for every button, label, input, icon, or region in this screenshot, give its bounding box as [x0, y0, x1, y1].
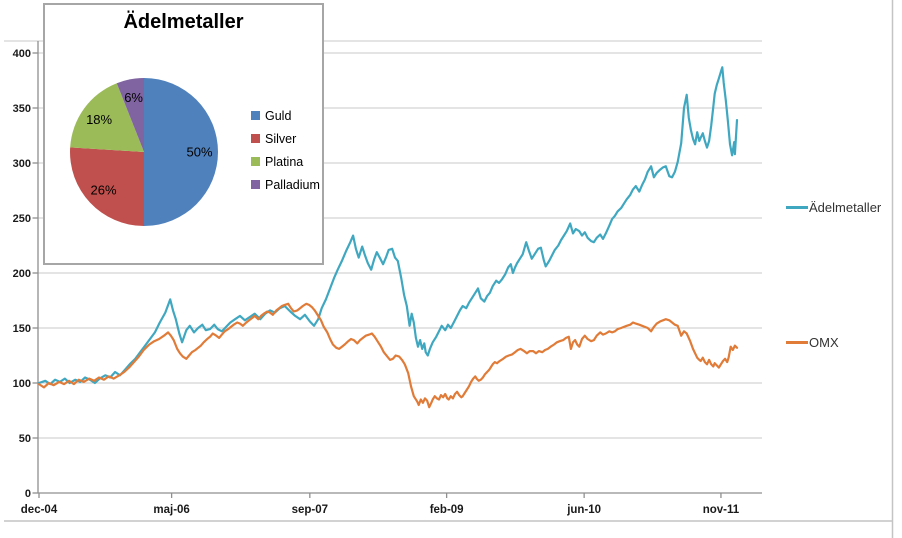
- pie-inset-panel: Ädelmetaller 50% 26% 18% 6% Guld Silver Plati…: [43, 3, 324, 265]
- pie-slice-guld: [144, 78, 218, 226]
- x-axis: dec-04 maj-06 sep-07 feb-09 jun-10 nov-11: [21, 492, 762, 516]
- legend-item-guld: Guld: [251, 104, 320, 127]
- pie-title: Ädelmetaller: [123, 11, 244, 33]
- y-axis-tick-label: 50: [19, 433, 31, 445]
- pie-slice-silver: [70, 147, 144, 226]
- legend-label-palladium: Palladium: [265, 177, 320, 192]
- legend-label-guld: Guld: [265, 108, 292, 123]
- legend-swatch-silver: [251, 134, 260, 143]
- adelmetaller-line-swatch: [786, 206, 808, 209]
- y-axis-tick-label: 300: [13, 158, 31, 170]
- legend-label-silver: Silver: [265, 131, 297, 146]
- legend-label-platina: Platina: [265, 154, 304, 169]
- legend-swatch-platina: [251, 157, 260, 166]
- pie-slice-pct-label: 26%: [90, 183, 116, 198]
- x-axis-tick-label: dec-04: [21, 504, 58, 516]
- y-axis: 0 50 100 150 200 250 300 350 400: [13, 41, 39, 500]
- pie-legend: Guld Silver Platina Palladium: [251, 104, 320, 196]
- legend-item-platina: Platina: [251, 150, 320, 173]
- legend-swatch-palladium: [251, 180, 260, 189]
- pie-slice-pct-label: 18%: [86, 112, 112, 127]
- y-axis-tick-label: 250: [13, 213, 31, 225]
- legend-item-palladium: Palladium: [251, 173, 320, 196]
- pie-slice-pct-label: 6%: [124, 90, 143, 105]
- series-label-text-adelmetaller: Ädelmetaller: [809, 200, 882, 215]
- y-axis-tick-label: 150: [13, 323, 31, 335]
- x-axis-tick-label: nov-11: [703, 504, 740, 516]
- x-axis-tick-label: sep-07: [292, 504, 328, 516]
- pie-slice-platina: [70, 83, 144, 152]
- y-axis-tick-label: 200: [13, 268, 31, 280]
- x-axis-tick-label: jun-10: [566, 504, 601, 516]
- pie-slice-pct-label: 50%: [186, 145, 212, 160]
- pie-data-labels: 50% 26% 18% 6%: [86, 90, 213, 198]
- series-line-adelmetaller: [37, 66, 739, 386]
- series-label-omx: OMX: [786, 335, 839, 350]
- series-line-omx: [37, 302, 739, 409]
- x-axis-tick-label: feb-09: [430, 504, 464, 516]
- y-axis-tick-label: 100: [13, 378, 31, 390]
- series-label-adelmetaller: Ädelmetaller: [786, 200, 881, 215]
- pie-slice-palladium: [116, 78, 144, 152]
- series-label-text-omx: OMX: [809, 335, 839, 350]
- legend-swatch-guld: [251, 111, 260, 120]
- omx-line-swatch: [786, 341, 808, 344]
- legend-item-silver: Silver: [251, 127, 320, 150]
- y-axis-tick-label: 400: [13, 48, 31, 60]
- x-axis-tick-label: maj-06: [153, 504, 189, 516]
- y-axis-tick-label: 350: [13, 103, 31, 115]
- y-axis-tick-label: 0: [25, 488, 31, 500]
- pie-slices: [70, 78, 218, 226]
- pie-chart: 50% 26% 18% 6%: [70, 78, 218, 226]
